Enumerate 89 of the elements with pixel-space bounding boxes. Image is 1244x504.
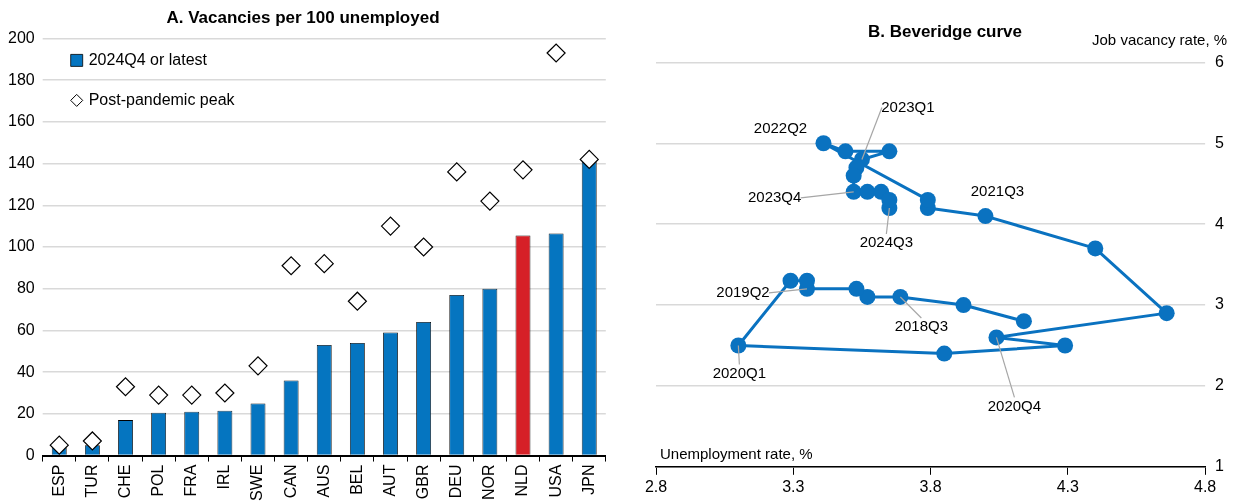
x-tick-label: CAN <box>281 464 299 499</box>
y-tick-label: 4 <box>1215 214 1225 232</box>
point <box>215 383 235 403</box>
point <box>859 183 876 200</box>
point <box>859 288 876 305</box>
point <box>1158 305 1175 322</box>
point <box>49 435 69 455</box>
x-tick-label: BEL <box>347 464 365 495</box>
point <box>281 256 301 276</box>
point <box>115 377 136 397</box>
x-tick-label: AUS <box>314 464 332 498</box>
x-tick-label: GBR <box>414 464 432 500</box>
annotation: 2023Q4 <box>747 187 802 205</box>
point <box>845 167 862 184</box>
point <box>1057 337 1074 354</box>
point <box>730 337 747 354</box>
x-tick-label: TUR <box>82 464 100 498</box>
point <box>848 280 865 297</box>
x-tick-label: 2.8 <box>644 477 668 495</box>
x-tick-label: SWE <box>248 464 266 502</box>
point <box>579 149 599 169</box>
x-tick-label: 4.3 <box>1056 477 1080 495</box>
annotation: 2019Q2 <box>716 283 770 300</box>
point <box>837 143 854 160</box>
y-tick-label: 160 <box>7 112 35 130</box>
annotation: 2022Q2 <box>753 119 808 137</box>
point <box>936 345 953 362</box>
y-tick-label: 1 <box>1215 457 1225 475</box>
y-tick-label: 80 <box>16 279 35 297</box>
y-tick-label: 5 <box>1215 133 1225 151</box>
x-tick-label: USA <box>546 464 564 498</box>
point <box>414 237 434 257</box>
y-tick-label: 3 <box>1215 295 1225 313</box>
legend-label: 2024Q4 or latest <box>88 50 208 68</box>
y-tick-label: 200 <box>7 28 35 46</box>
x-tick-label: DEU <box>447 464 465 499</box>
y-tick-label: 100 <box>7 237 35 255</box>
x-tick-label: JPN <box>579 464 597 495</box>
point <box>1087 240 1104 257</box>
point <box>513 160 533 180</box>
point <box>782 272 799 289</box>
chart-title: A. Vacancies per 100 unemployed <box>166 7 440 27</box>
x-tick-label: 3.3 <box>782 477 805 495</box>
annotation: 2024Q3 <box>859 233 914 251</box>
point <box>182 385 202 405</box>
annotation: 2018Q3 <box>894 317 949 335</box>
point <box>447 162 467 182</box>
point <box>988 329 1005 346</box>
x-tick-label: AUT <box>380 464 398 497</box>
annotation: 2023Q1 <box>881 97 935 115</box>
y-axis-title: Job vacancy rate, % <box>1092 30 1228 48</box>
x-axis-title: Unemployment rate, % <box>660 444 813 462</box>
point <box>892 288 909 305</box>
y-tick-label: 40 <box>16 362 35 380</box>
legend-label: Post-pandemic peak <box>88 90 236 108</box>
x-tick-label: ESP <box>49 464 67 497</box>
point <box>248 356 268 376</box>
point <box>881 143 898 160</box>
point <box>815 135 832 152</box>
point <box>1015 313 1032 330</box>
point <box>314 254 334 274</box>
point <box>480 191 500 211</box>
x-tick-label: 3.8 <box>919 477 942 495</box>
x-tick-label: IRL <box>215 464 233 490</box>
point <box>347 291 367 311</box>
x-tick-label: 4.8 <box>1193 477 1217 495</box>
point <box>149 385 169 405</box>
y-tick-label: 60 <box>16 320 35 338</box>
x-tick-label: NOR <box>480 464 498 501</box>
point <box>977 208 994 225</box>
annotation: 2020Q4 <box>987 396 1042 414</box>
point <box>82 431 102 451</box>
y-tick-label: 20 <box>16 404 35 422</box>
y-tick-label: 120 <box>7 195 35 213</box>
x-tick-label: CHE <box>115 464 133 499</box>
y-tick-label: 140 <box>7 153 35 171</box>
point <box>955 297 972 314</box>
annotation: 2021Q3 <box>970 182 1025 200</box>
x-tick-label: FRA <box>182 464 200 497</box>
x-tick-label: POL <box>149 464 167 497</box>
point <box>380 216 401 236</box>
x-tick-label: NLD <box>513 464 531 497</box>
y-tick-label: 180 <box>7 70 35 88</box>
chart-title: B. Beveridge curve <box>867 21 1023 41</box>
point <box>546 43 566 63</box>
y-tick-label: 6 <box>1215 52 1225 70</box>
y-tick-label: 0 <box>25 445 35 463</box>
annotation: 2020Q1 <box>712 363 767 381</box>
y-tick-label: 2 <box>1215 376 1225 394</box>
